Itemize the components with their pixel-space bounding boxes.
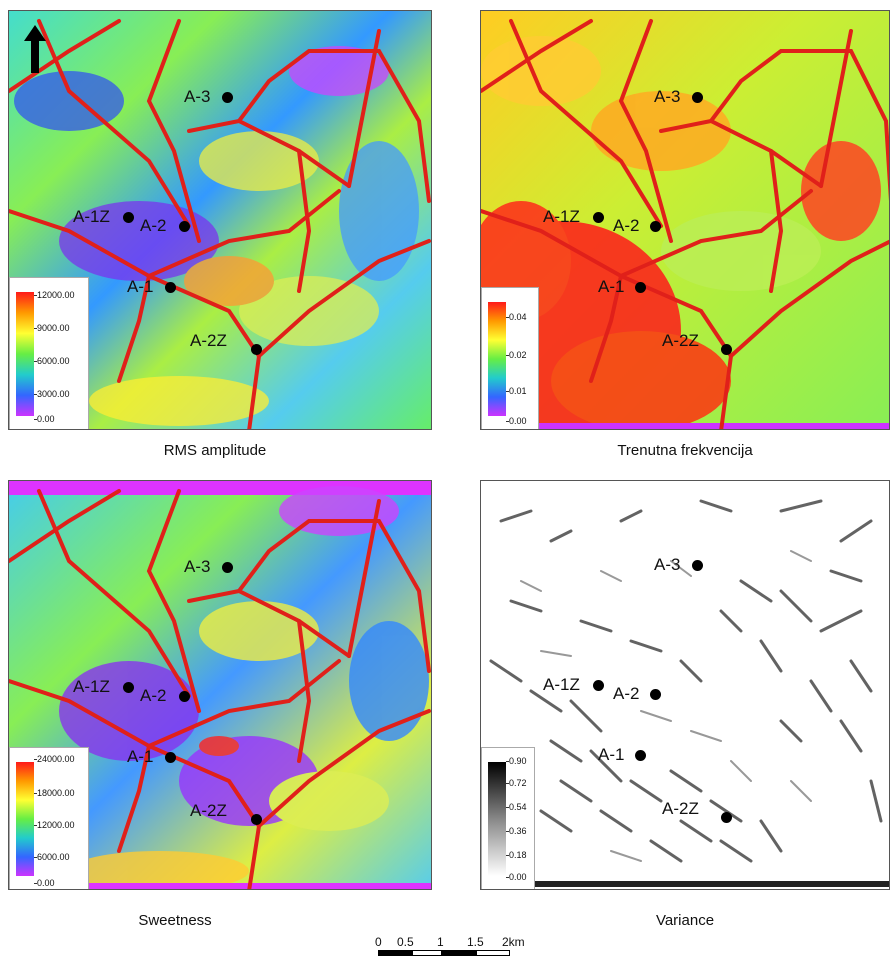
- well-marker-a1z: [593, 680, 604, 691]
- colorbar-rms-amplitude: 12000.00 9000.00 6000.00 3000.00 0.00: [9, 277, 89, 429]
- well-label-a1z: A-1Z: [543, 675, 580, 694]
- fault-lines: [9, 19, 431, 429]
- colorbar-trenutna-frekvencija: 0.04 0.02 0.01 0.00: [481, 287, 539, 429]
- colorbar-sweetness: 24000.00 18000.00 12000.00 6000.00 0.00: [9, 747, 89, 889]
- well-marker-a2z: [721, 344, 732, 355]
- well-label-a1: A-1: [598, 745, 625, 764]
- well-label-a2z: A-2Z: [662, 331, 699, 350]
- colorbar-ramp: [488, 302, 506, 416]
- rms-amplitude-map: [9, 11, 431, 429]
- scale-tick-label: 2km: [502, 935, 525, 949]
- north-arrow-icon: [23, 25, 47, 73]
- colorbar-tick: 3000.00: [34, 389, 70, 399]
- attribute-texture: [520, 550, 812, 862]
- fault-lines: [481, 19, 889, 429]
- well-label-a1: A-1: [127, 277, 154, 296]
- well-label-a1z: A-1Z: [73, 677, 110, 696]
- colorbar-tick: 0.00: [34, 878, 55, 888]
- map-panel-sweetness: 24000.00 18000.00 12000.00 6000.00 0.00 …: [8, 480, 432, 890]
- well-marker-a2z: [251, 814, 262, 825]
- well-marker-a2z: [251, 344, 262, 355]
- colorbar-tick: 0.00: [506, 872, 527, 882]
- colorbar-tick: 0.54: [506, 802, 527, 812]
- well-marker-a1: [635, 750, 646, 761]
- well-label-a2: A-2: [613, 216, 640, 235]
- map-panel-rms-amplitude: 12000.00 9000.00 6000.00 3000.00 0.00 A-…: [8, 10, 432, 430]
- scale-segment-white: [412, 950, 442, 956]
- scale-segment-white: [476, 950, 510, 956]
- well-label-a2: A-2: [613, 684, 640, 703]
- well-marker-a2: [650, 221, 661, 232]
- well-label-a3: A-3: [654, 555, 681, 574]
- well-label-a3: A-3: [184, 557, 211, 576]
- well-marker-a1: [635, 282, 646, 293]
- well-marker-a1z: [123, 212, 134, 223]
- colorbar-tick: 0.01: [506, 386, 527, 396]
- colorbar-tick: 0.02: [506, 350, 527, 360]
- colorbar-tick: 0.18: [506, 850, 527, 860]
- well-marker-a3: [692, 560, 703, 571]
- scale-tick-label: 0: [375, 935, 382, 949]
- scale-segment-black: [378, 950, 412, 956]
- colorbar-ramp: [16, 762, 34, 876]
- fault-lines: [9, 489, 431, 889]
- colorbar-ramp: [488, 762, 506, 876]
- scale-tick-label: 1.5: [467, 935, 484, 949]
- colorbar-tick: 0.36: [506, 826, 527, 836]
- well-label-a1z: A-1Z: [543, 207, 580, 226]
- well-label-a3: A-3: [654, 87, 681, 106]
- well-label-a2: A-2: [140, 216, 167, 235]
- well-marker-a3: [222, 562, 233, 573]
- well-marker-a2z: [721, 812, 732, 823]
- well-marker-a3: [222, 92, 233, 103]
- colorbar-tick: 6000.00: [34, 852, 70, 862]
- well-marker-a3: [692, 92, 703, 103]
- caption-trenutna-frekvencija: Trenutna frekvencija: [617, 442, 753, 459]
- well-marker-a1z: [123, 682, 134, 693]
- colorbar-tick: 0.04: [506, 312, 527, 322]
- colorbar-tick: 6000.00: [34, 356, 70, 366]
- colorbar-tick: 0.90: [506, 756, 527, 766]
- well-marker-a2: [650, 689, 661, 700]
- well-marker-a2: [179, 221, 190, 232]
- well-label-a1z: A-1Z: [73, 207, 110, 226]
- caption-variance: Variance: [655, 912, 715, 929]
- caption-rms-amplitude: RMS amplitude: [163, 442, 267, 459]
- well-label-a1: A-1: [598, 277, 625, 296]
- well-label-a1: A-1: [127, 747, 154, 766]
- well-marker-a1: [165, 282, 176, 293]
- colorbar-tick: 12000.00: [34, 820, 75, 830]
- scale-tick-label: 1: [437, 935, 444, 949]
- scale-bar: 0 0.5 1 1.5 2km: [375, 935, 535, 959]
- colorbar-tick: 0.00: [34, 414, 55, 424]
- scale-tick-label: 0.5: [397, 935, 414, 949]
- colorbar-variance: 0.90 0.72 0.54 0.36 0.18 0.00: [481, 747, 535, 889]
- well-marker-a1z: [593, 212, 604, 223]
- attribute-texture: [489, 499, 883, 863]
- well-label-a2: A-2: [140, 686, 167, 705]
- colorbar-tick: 18000.00: [34, 788, 75, 798]
- well-label-a2z: A-2Z: [662, 799, 699, 818]
- map-panel-trenutna-frekvencija: 0.04 0.02 0.01 0.00 A-3 A-1Z A-2 A-1 A-2…: [480, 10, 890, 430]
- colorbar-tick: 9000.00: [34, 323, 70, 333]
- colorbar-tick: 0.00: [506, 416, 527, 426]
- variance-map: [481, 481, 889, 889]
- colorbar-tick: 0.72: [506, 778, 527, 788]
- colorbar-tick: 24000.00: [34, 754, 75, 764]
- well-marker-a2: [179, 691, 190, 702]
- caption-sweetness: Sweetness: [138, 912, 212, 929]
- scale-segment-black: [442, 950, 476, 956]
- well-marker-a1: [165, 752, 176, 763]
- map-panel-variance: 0.90 0.72 0.54 0.36 0.18 0.00 A-3 A-1Z A…: [480, 480, 890, 890]
- well-label-a2z: A-2Z: [190, 801, 227, 820]
- colorbar-tick: 12000.00: [34, 290, 75, 300]
- well-label-a3: A-3: [184, 87, 211, 106]
- well-label-a2z: A-2Z: [190, 331, 227, 350]
- colorbar-ramp: [16, 292, 34, 416]
